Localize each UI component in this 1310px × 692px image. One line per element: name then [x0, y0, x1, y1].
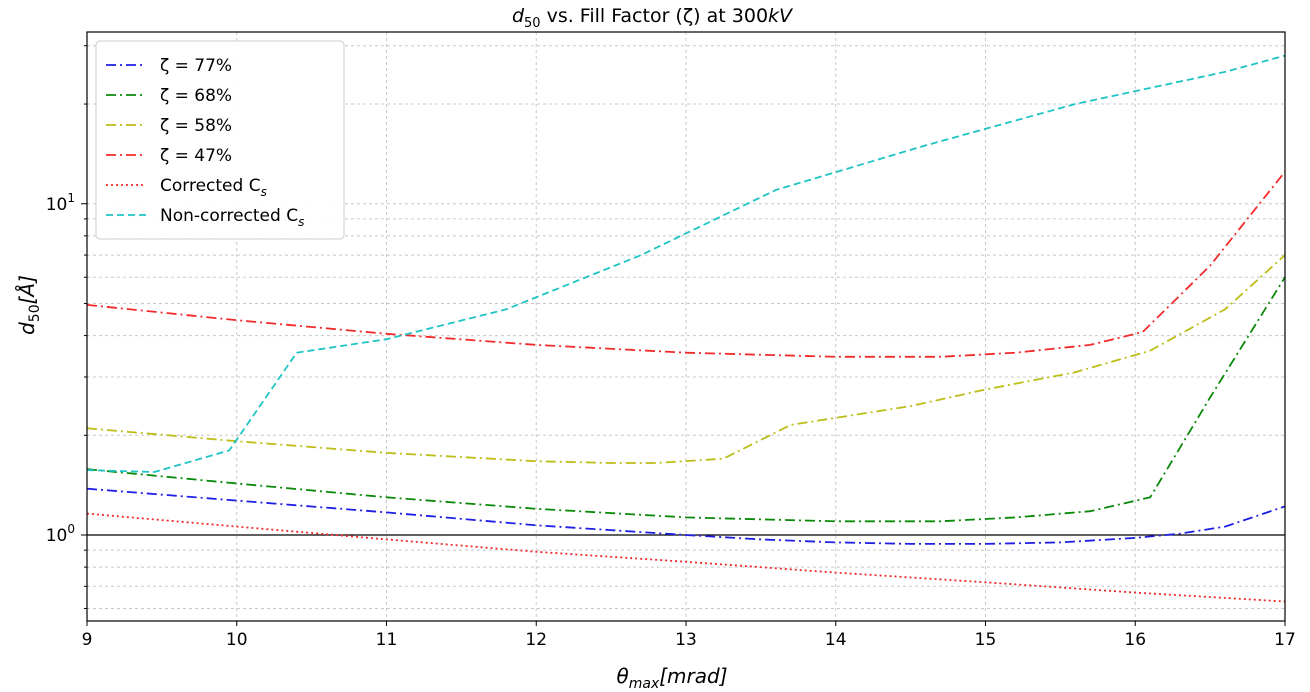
legend-label: ζ = 47%: [160, 146, 232, 166]
legend: ζ = 77% ζ = 68% ζ = 58% ζ = 47% Corrected Cs…: [95, 40, 345, 240]
x-tick-label: 12: [525, 630, 547, 650]
x-tick-label: 11: [376, 630, 398, 650]
legend-label: ζ = 68%: [160, 86, 232, 106]
series-layer: [86, 54, 1286, 603]
y-tick-label: 100: [46, 522, 75, 546]
y-axis-label: d50[Å]: [15, 275, 43, 335]
x-tick-label: 14: [825, 630, 847, 650]
x-tick-label: 16: [1124, 630, 1146, 650]
series-line-3: [86, 254, 1286, 464]
x-tick-label: 13: [675, 630, 697, 650]
x-tick-label: 9: [82, 630, 93, 650]
legend-label: Non-corrected Cs: [160, 206, 304, 229]
legend-label: ζ = 58%: [160, 116, 232, 136]
series-line-2: [86, 276, 1286, 523]
x-tick-label: 15: [975, 630, 997, 650]
series-line-1: [86, 487, 1286, 545]
x-tick-label: 10: [226, 630, 248, 650]
series-line-4: [86, 171, 1286, 358]
chart-title: d50 vs. Fill Factor (ζ) at 300kV: [512, 5, 794, 31]
y-axis-ticks: 100 101: [46, 45, 87, 609]
y-tick-label: 101: [46, 191, 75, 215]
legend-label: Corrected Cs: [160, 176, 267, 199]
series-line-5: [86, 512, 1286, 603]
legend-box: [95, 40, 345, 240]
x-axis-label: θmax[mrad]: [616, 664, 727, 692]
series-line-6: [86, 54, 1286, 473]
x-axis-ticks: 9 10 11 12 13 14 15 16 17: [82, 621, 1296, 650]
x-tick-label: 17: [1274, 630, 1296, 650]
legend-label: ζ = 77%: [160, 56, 232, 76]
